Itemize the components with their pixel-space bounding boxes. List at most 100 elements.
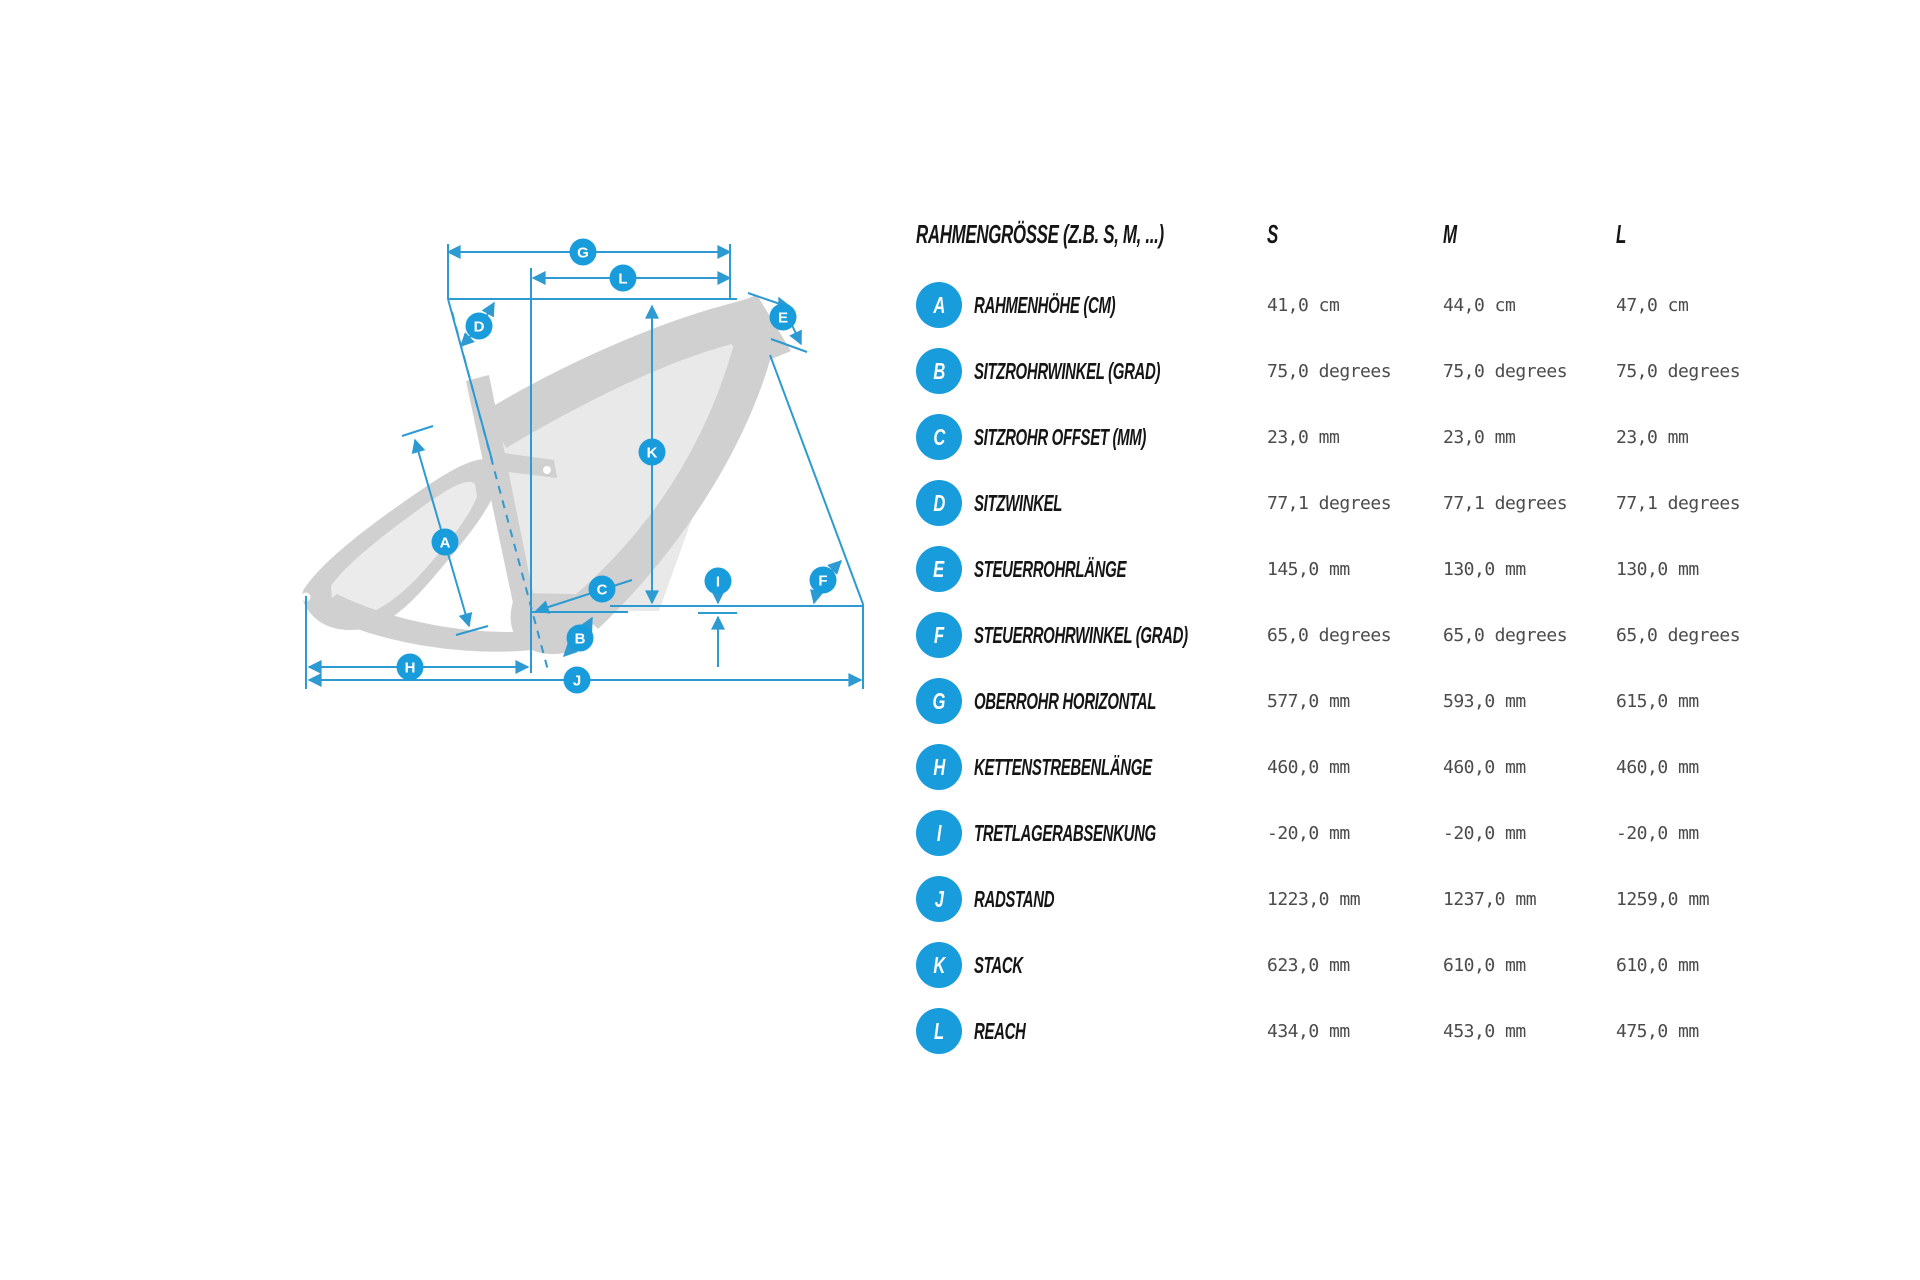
value-cell-l: 77,1 degrees xyxy=(1616,492,1741,514)
dim-F-arrow-down xyxy=(810,589,824,605)
head-tube xyxy=(712,295,791,369)
row-label: TRETLAGERABSENKUNG xyxy=(974,819,1156,846)
value-cell-s: 434,0 mm xyxy=(1267,1020,1350,1042)
row-label-cell: I TRETLAGERABSENKUNG xyxy=(916,810,1267,856)
geometry-row-I: I TRETLAGERABSENKUNG -20,0 mm -20,0 mm -20,0… xyxy=(916,800,1800,866)
diagram-badge-K: K xyxy=(638,438,666,466)
dim-F-arrow-up xyxy=(827,560,842,575)
value-cell-s: 460,0 mm xyxy=(1267,756,1350,778)
value-cell-l: 475,0 mm xyxy=(1616,1020,1699,1042)
dim-B-arrow-down xyxy=(563,642,578,657)
row-label-cell: L REACH xyxy=(916,1008,1267,1054)
dim-E-tick-bottom xyxy=(770,338,808,353)
diagram-badge-D: D xyxy=(465,312,493,340)
down-tube xyxy=(568,344,771,629)
value-cell-l: 75,0 degrees xyxy=(1616,360,1741,382)
svg-text:H: H xyxy=(405,659,416,676)
row-letter: I xyxy=(936,819,942,846)
value-cell-l: 23,0 mm xyxy=(1616,426,1689,448)
header-size-l: L xyxy=(1616,218,1627,249)
header-size-s: S xyxy=(1267,218,1278,249)
value-cell-s: 145,0 mm xyxy=(1267,558,1350,580)
diagram-badge-L: L xyxy=(609,264,637,292)
value-cell-m: 44,0 cm xyxy=(1443,294,1516,316)
value-cell-l: 610,0 mm xyxy=(1616,954,1699,976)
row-letter: A xyxy=(933,291,945,318)
dim-C-offset xyxy=(534,579,633,614)
svg-text:K: K xyxy=(647,444,658,461)
row-letter: B xyxy=(933,357,945,384)
row-label: STEUERROHRWINKEL (GRAD) xyxy=(974,621,1188,648)
row-label-cell: A RAHMENHÖHE (CM) xyxy=(916,282,1267,328)
row-label: STEUERROHRLÄNGE xyxy=(974,555,1127,582)
row-label-cell: D SITZWINKEL xyxy=(916,480,1267,526)
row-letter-badge: C xyxy=(916,414,962,460)
value-cell-l: 460,0 mm xyxy=(1616,756,1699,778)
row-label-cell: E STEUERROHRLÄNGE xyxy=(916,546,1267,592)
value-cell-m: 460,0 mm xyxy=(1443,756,1526,778)
row-letter-badge: F xyxy=(916,612,962,658)
geometry-row-L: L REACH 434,0 mm 453,0 mm 475,0 mm xyxy=(916,998,1800,1064)
svg-text:B: B xyxy=(575,630,586,647)
value-cell-m: 77,1 degrees xyxy=(1443,492,1568,514)
svg-text:D: D xyxy=(474,318,485,335)
value-cell-l: 130,0 mm xyxy=(1616,558,1699,580)
value-cell-m: 610,0 mm xyxy=(1443,954,1526,976)
value-cell-m: 1237,0 mm xyxy=(1443,888,1537,910)
row-label: RADSTAND xyxy=(974,885,1055,912)
dim-E-tick-top xyxy=(747,292,784,306)
header-size-m: M xyxy=(1443,218,1457,249)
svg-text:F: F xyxy=(818,572,827,589)
value-cell-m: 593,0 mm xyxy=(1443,690,1526,712)
geometry-row-C: C SITZROHR OFFSET (MM) 23,0 mm 23,0 mm 23,0 … xyxy=(916,404,1800,470)
svg-text:I: I xyxy=(716,573,720,590)
geometry-row-G: G OBERROHR HORIZONTAL 577,0 mm 593,0 mm 615,… xyxy=(916,668,1800,734)
geometry-row-D: D SITZWINKEL 77,1 degrees 77,1 degrees 77,1 … xyxy=(916,470,1800,536)
value-cell-l: 1259,0 mm xyxy=(1616,888,1710,910)
row-letter-badge: B xyxy=(916,348,962,394)
diagram-badge-F: F xyxy=(809,566,837,594)
geometry-row-A: A RAHMENHÖHE (CM) 41,0 cm 44,0 cm 47,0 cm xyxy=(916,272,1800,338)
value-cell-l: 65,0 degrees xyxy=(1616,624,1741,646)
row-letter: L xyxy=(933,1017,945,1044)
row-label: SITZROHR OFFSET (MM) xyxy=(974,423,1147,450)
geometry-row-E: E STEUERROHRLÄNGE 145,0 mm 130,0 mm 130,0 mm xyxy=(916,536,1800,602)
geometry-row-B: B SITZROHRWINKEL (GRAD) 75,0 degrees 75,0 d… xyxy=(916,338,1800,404)
value-cell-m: 75,0 degrees xyxy=(1443,360,1568,382)
row-label-cell: B SITZROHRWINKEL (GRAD) xyxy=(916,348,1267,394)
row-letter-badge: G xyxy=(916,678,962,724)
diagram-badge-I: I xyxy=(704,567,732,595)
row-letter: F xyxy=(933,621,945,648)
row-letter: C xyxy=(933,423,945,450)
diagram-badge-C: C xyxy=(588,575,616,603)
geometry-row-H: H KETTENSTREBENLÄNGE 460,0 mm 460,0 mm 460,0… xyxy=(916,734,1800,800)
value-cell-s: 77,1 degrees xyxy=(1267,492,1392,514)
geometry-row-F: F STEUERROHRWINKEL (GRAD) 65,0 degrees 65,0… xyxy=(916,602,1800,668)
row-label: RAHMENHÖHE (CM) xyxy=(974,291,1116,318)
row-label: OBERROHR HORIZONTAL xyxy=(974,687,1157,714)
row-label: SITZROHRWINKEL (GRAD) xyxy=(974,357,1161,384)
value-cell-m: 65,0 degrees xyxy=(1443,624,1568,646)
row-letter-badge: D xyxy=(916,480,962,526)
value-cell-s: 65,0 degrees xyxy=(1267,624,1392,646)
value-cell-m: 130,0 mm xyxy=(1443,558,1526,580)
front-triangle-light xyxy=(500,323,756,611)
row-letter-badge: J xyxy=(916,876,962,922)
row-letter-badge: E xyxy=(916,546,962,592)
diagram-badge-E: E xyxy=(769,303,797,331)
row-letter: G xyxy=(932,687,946,714)
row-label-cell: C SITZROHR OFFSET (MM) xyxy=(916,414,1267,460)
value-cell-s: 75,0 degrees xyxy=(1267,360,1392,382)
seat-angle-dashed xyxy=(451,311,550,675)
header-framesize: RAHMENGRÖSSE (Z.B. S, M, ...) xyxy=(916,218,1164,249)
chainstay xyxy=(316,594,534,652)
row-label: REACH xyxy=(974,1017,1026,1044)
svg-text:G: G xyxy=(577,244,589,261)
value-cell-s: 623,0 mm xyxy=(1267,954,1350,976)
row-label-cell: H KETTENSTREBENLÄNGE xyxy=(916,744,1267,790)
diagram-badge-H: H xyxy=(396,653,424,681)
dim-D-arrow-down xyxy=(460,332,475,347)
row-label: KETTENSTREBENLÄNGE xyxy=(974,753,1152,780)
dim-A-tick-top xyxy=(401,425,434,437)
row-letter: D xyxy=(933,489,945,516)
